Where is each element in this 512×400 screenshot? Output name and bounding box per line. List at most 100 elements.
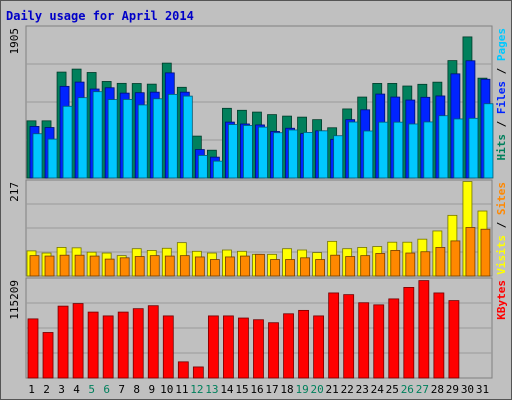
legend-pages: Pages [495,28,508,61]
x-tick-label: 16 [250,383,263,396]
series-sites [29,227,491,277]
x-tick-label: 17 [265,383,278,396]
x-tick-label: 7 [118,383,125,396]
x-tick-label: 4 [73,383,80,396]
bar-kbytes-day-20 [313,315,325,379]
y-max-label: 1905 [8,28,21,55]
legend-separator: / [495,61,508,81]
bar-kbytes-day-1 [27,318,39,379]
x-tick-label: 30 [461,383,474,396]
chart-title: Daily usage for April 2014 [6,9,194,23]
x-tick-label: 9 [148,383,155,396]
bar-kbytes-day-9 [147,305,159,379]
bar-kbytes-day-23 [358,302,370,379]
legend-hits: Hits [495,134,508,161]
bar-sites-day-17 [270,259,280,277]
x-axis-day-labels: 1 2 3 4 5 6 7 8 9 10 11 12 13 14 15 16 17 18 19 20 21 22 23 24 2… [28,383,489,396]
bar-kbytes-day-21 [328,292,340,379]
panel-visits-sites: 217 Visits / Sites [8,179,508,277]
bar-pages-day-9 [152,98,163,179]
bar-sites-day-31 [480,228,491,277]
bar-pages-day-19 [303,132,313,179]
x-tick-label: 29 [446,383,459,396]
bar-sites-day-30 [465,227,476,277]
bar-kbytes-day-2 [42,332,54,379]
x-tick-label: 27 [416,383,429,396]
x-tick-label: 3 [58,383,65,396]
bar-pages-day-23 [363,130,374,179]
bar-kbytes-day-28 [433,292,445,379]
bar-kbytes-day-26 [403,287,415,379]
bar-sites-day-26 [405,252,416,277]
bar-sites-day-5 [89,255,100,277]
bar-kbytes-day-22 [343,294,355,379]
x-tick-label: 23 [356,383,369,396]
x-tick-label: 15 [235,383,248,396]
bar-sites-day-10 [164,255,175,277]
bar-sites-day-19 [300,257,310,277]
x-tick-label: 6 [103,383,110,396]
bar-kbytes-day-8 [132,308,144,379]
bar-kbytes-day-15 [238,317,249,379]
y-max-label: 217 [8,182,21,202]
bar-pages-day-31 [483,103,494,179]
bar-pages-day-3 [62,105,73,179]
bar-sites-day-11 [179,255,190,277]
bar-sites-day-13 [209,259,220,277]
series-pages [32,91,494,179]
x-tick-label: 21 [326,383,339,396]
bar-pages-day-20 [318,130,329,179]
x-tick-label: 1 [28,383,35,396]
x-tick-label: 25 [386,383,399,396]
legend-visits: Visits [495,235,508,275]
bar-pages-day-28 [438,115,449,179]
bar-sites-day-21 [330,254,341,277]
x-tick-label: 24 [371,383,385,396]
bar-sites-day-12 [194,256,205,277]
x-tick-label: 14 [220,383,234,396]
bar-sites-day-27 [420,251,431,277]
bar-sites-day-28 [435,247,446,277]
bar-sites-day-22 [345,256,356,277]
bar-sites-day-20 [315,259,326,277]
x-tick-label: 10 [160,383,173,396]
bar-pages-day-15 [243,125,253,179]
x-tick-label: 12 [190,383,203,396]
bar-pages-day-21 [333,135,344,179]
bar-sites-day-4 [74,254,85,277]
bar-pages-day-26 [408,123,419,179]
x-tick-label: 5 [88,383,95,396]
bar-pages-day-17 [273,132,283,179]
legend-separator: / [495,215,508,235]
bar-sites-day-18 [285,259,295,277]
bar-kbytes-day-11 [177,361,189,379]
bar-pages-day-13 [212,160,223,179]
bar-kbytes-day-27 [418,280,430,379]
bar-pages-day-2 [47,138,58,179]
bar-pages-day-11 [182,95,193,179]
bar-pages-day-29 [453,118,464,179]
y-max-label: 115209 [8,280,21,320]
bar-pages-day-8 [137,104,148,179]
series-legend: KBytes [495,280,508,320]
bar-pages-day-18 [288,129,298,179]
panel-hits-files-pages: 1905 Hits / Files / Pages [8,25,508,179]
x-tick-label: 20 [311,383,324,396]
bar-pages-day-16 [258,126,268,179]
legend-files: Files [495,81,508,114]
series-legend: Hits / Files / Pages [495,28,508,161]
bar-kbytes-day-13 [207,315,219,379]
x-tick-label: 28 [431,383,444,396]
bar-pages-day-1 [32,133,43,179]
bar-pages-day-24 [378,121,389,179]
bar-kbytes-day-29 [448,300,460,379]
bar-sites-day-23 [360,255,371,277]
bar-sites-day-16 [255,253,265,277]
legend-kbytes: KBytes [495,280,508,320]
bar-kbytes-day-14 [223,315,234,379]
bar-pages-day-4 [77,97,88,179]
bar-kbytes-day-7 [117,311,129,379]
x-tick-label: 11 [175,383,188,396]
bar-pages-day-7 [122,99,133,179]
